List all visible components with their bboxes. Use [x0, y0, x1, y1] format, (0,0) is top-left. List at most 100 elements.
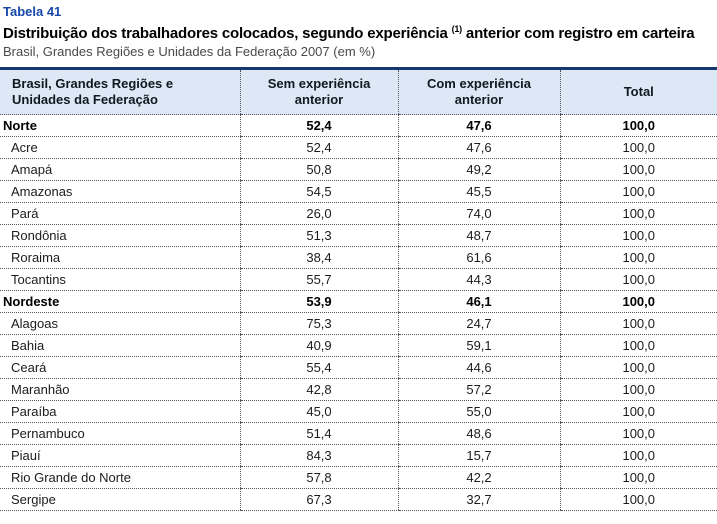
cell-total: 100,0 [559, 356, 717, 379]
cell-total: 100,0 [559, 334, 717, 357]
cell-sem-experiencia: 51,3 [239, 224, 398, 247]
table-row: Paraíba 45,0 55,0 100,0 [0, 400, 717, 423]
cell-total: 100,0 [559, 202, 717, 225]
column-header-geography: Brasil, Grandes Regiões e Unidades da Fe… [0, 68, 240, 115]
cell-total: 100,0 [559, 378, 717, 401]
cell-total: 100,0 [559, 422, 717, 445]
table-row: Piauí 84,3 15,7 100,0 [0, 444, 717, 467]
cell-sem-experiencia: 45,0 [239, 400, 398, 423]
table-row: Maranhão 42,8 57,2 100,0 [0, 378, 717, 401]
cell-total: 100,0 [559, 290, 717, 313]
row-label-geography: Rio Grande do Norte [0, 466, 240, 489]
cell-sem-experiencia: 40,9 [239, 334, 398, 357]
table-row: Tocantins 55,7 44,3 100,0 [0, 268, 717, 291]
row-label-geography: Ceará [0, 356, 240, 379]
row-label-geography: Norte [0, 114, 240, 137]
table-number-label: Tabela 41 [3, 4, 62, 19]
table-row: Pará 26,0 74,0 100,0 [0, 202, 717, 225]
cell-com-experiencia: 74,0 [397, 202, 560, 225]
table-header-row: Brasil, Grandes Regiões e Unidades da Fe… [0, 68, 717, 115]
row-label-geography: Roraima [0, 246, 240, 269]
table-row: Amapá 50,8 49,2 100,0 [0, 158, 717, 181]
cell-sem-experiencia: 51,4 [239, 422, 398, 445]
cell-sem-experiencia: 84,3 [239, 444, 398, 467]
cell-total: 100,0 [559, 246, 717, 269]
cell-total: 100,0 [559, 136, 717, 159]
table-row: Amazonas 54,5 45,5 100,0 [0, 180, 717, 203]
cell-sem-experiencia: 52,4 [239, 114, 398, 137]
cell-com-experiencia: 57,2 [397, 378, 560, 401]
cell-total: 100,0 [559, 466, 717, 489]
table-row: Alagoas 75,3 24,7 100,0 [0, 312, 717, 335]
cell-sem-experiencia: 53,9 [239, 290, 398, 313]
row-label-geography: Sergipe [0, 488, 240, 511]
row-label-geography: Amazonas [0, 180, 240, 203]
cell-sem-experiencia: 26,0 [239, 202, 398, 225]
cell-sem-experiencia: 50,8 [239, 158, 398, 181]
cell-total: 100,0 [559, 268, 717, 291]
cell-sem-experiencia: 52,4 [239, 136, 398, 159]
cell-sem-experiencia: 54,5 [239, 180, 398, 203]
cell-total: 100,0 [559, 114, 717, 137]
row-label-geography: Bahia [0, 334, 240, 357]
row-label-geography: Nordeste [0, 290, 240, 313]
cell-total: 100,0 [559, 158, 717, 181]
cell-total: 100,0 [559, 488, 717, 511]
table-row: Acre 52,4 47,6 100,0 [0, 136, 717, 159]
statistics-table: Brasil, Grandes Regiões e Unidades da Fe… [0, 67, 717, 511]
cell-sem-experiencia: 57,8 [239, 466, 398, 489]
table-row: Nordeste 53,9 46,1 100,0 [0, 290, 717, 313]
row-label-geography: Amapá [0, 158, 240, 181]
row-label-geography: Tocantins [0, 268, 240, 291]
cell-com-experiencia: 44,6 [397, 356, 560, 379]
cell-sem-experiencia: 75,3 [239, 312, 398, 335]
row-label-geography: Maranhão [0, 378, 240, 401]
cell-total: 100,0 [559, 180, 717, 203]
cell-total: 100,0 [559, 224, 717, 247]
cell-com-experiencia: 47,6 [397, 114, 560, 137]
table-row: Rio Grande do Norte 57,8 42,2 100,0 [0, 466, 717, 489]
row-label-geography: Pará [0, 202, 240, 225]
column-header-com-experiencia: Com experiência anterior [397, 68, 560, 115]
row-label-geography: Piauí [0, 444, 240, 467]
cell-com-experiencia: 32,7 [397, 488, 560, 511]
table-row: Ceará 55,4 44,6 100,0 [0, 356, 717, 379]
cell-com-experiencia: 24,7 [397, 312, 560, 335]
cell-total: 100,0 [559, 444, 717, 467]
cell-com-experiencia: 44,3 [397, 268, 560, 291]
cell-com-experiencia: 49,2 [397, 158, 560, 181]
cell-sem-experiencia: 42,8 [239, 378, 398, 401]
table-row: Sergipe 67,3 32,7 100,0 [0, 488, 717, 511]
page-title-rest: anterior com registro em carteira [461, 25, 695, 42]
cell-sem-experiencia: 55,7 [239, 268, 398, 291]
cell-sem-experiencia: 38,4 [239, 246, 398, 269]
title-block: Tabela 41 Distribuição dos trabalhadores… [0, 0, 717, 60]
cell-com-experiencia: 55,0 [397, 400, 560, 423]
cell-com-experiencia: 48,7 [397, 224, 560, 247]
column-header-sem-experiencia: Sem experiência anterior [239, 68, 398, 115]
table-row: Bahia 40,9 59,1 100,0 [0, 334, 717, 357]
cell-com-experiencia: 61,6 [397, 246, 560, 269]
cell-total: 100,0 [559, 400, 717, 423]
cell-com-experiencia: 47,6 [397, 136, 560, 159]
page-title: Distribuição dos trabalhadores colocados… [3, 20, 715, 43]
table-body: Norte 52,4 47,6 100,0 Acre 52,4 47,6 100… [0, 114, 717, 511]
cell-sem-experiencia: 55,4 [239, 356, 398, 379]
cell-com-experiencia: 42,2 [397, 466, 560, 489]
cell-com-experiencia: 46,1 [397, 290, 560, 313]
row-label-geography: Alagoas [0, 312, 240, 335]
table-header: Brasil, Grandes Regiões e Unidades da Fe… [0, 68, 717, 115]
cell-com-experiencia: 45,5 [397, 180, 560, 203]
page-title-main: Distribuição dos trabalhadores colocados… [3, 25, 448, 42]
table-subtitle: Brasil, Grandes Regiões e Unidades da Fe… [3, 44, 376, 59]
table-row: Rondônia 51,3 48,7 100,0 [0, 224, 717, 247]
table-row: Pernambuco 51,4 48,6 100,0 [0, 422, 717, 445]
row-label-geography: Paraíba [0, 400, 240, 423]
row-label-geography: Rondônia [0, 224, 240, 247]
cell-com-experiencia: 59,1 [397, 334, 560, 357]
cell-total: 100,0 [559, 312, 717, 335]
row-label-geography: Acre [0, 136, 240, 159]
cell-com-experiencia: 15,7 [397, 444, 560, 467]
column-header-total: Total [559, 68, 717, 115]
